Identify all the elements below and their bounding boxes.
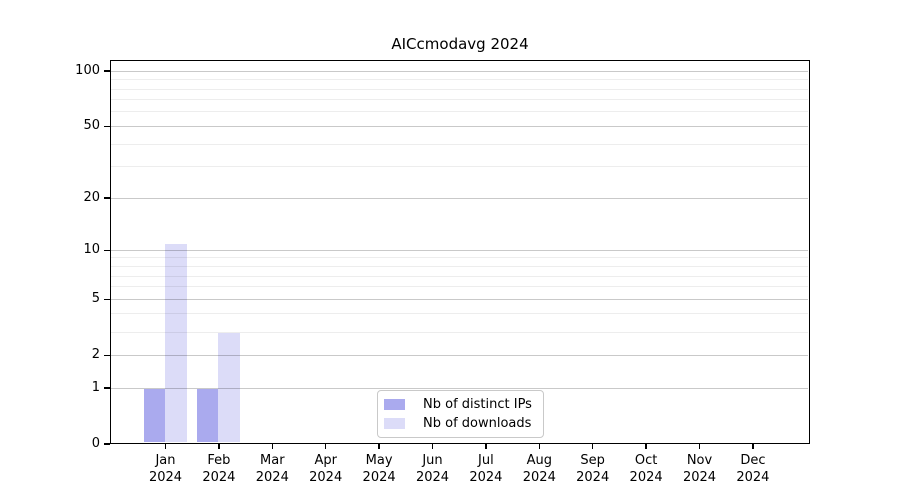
y-tick-label: 1 (91, 380, 100, 395)
legend-swatch (384, 418, 405, 429)
x-tick-month: Aug (526, 453, 552, 468)
y-tick (104, 197, 110, 199)
x-tick-label: Nov 2024 (668, 452, 732, 486)
legend-label: Nb of distinct IPs (423, 397, 532, 412)
legend: Nb of distinct IPs Nb of downloads (377, 390, 544, 438)
x-tick (538, 444, 541, 449)
x-tick-label: Oct 2024 (614, 452, 678, 486)
x-tick-label: Jan 2024 (134, 452, 198, 486)
x-tick-label: May 2024 (347, 452, 411, 486)
y-tick (104, 443, 110, 445)
x-tick-label: Jun 2024 (401, 452, 465, 486)
x-tick-month: Mar (260, 453, 285, 468)
bar-distinct-ips-jan (143, 389, 165, 442)
x-tick-year: 2024 (576, 470, 610, 485)
x-tick-month: Nov (686, 453, 713, 468)
x-tick-label: Aug 2024 (507, 452, 571, 486)
y-gridline (111, 298, 808, 300)
y-gridline-minor (111, 266, 808, 267)
y-tick (104, 249, 110, 252)
x-tick-month: May (365, 453, 393, 468)
legend-swatch (384, 399, 405, 410)
x-tick-year: 2024 (682, 470, 717, 485)
x-tick-month: Jan (155, 453, 176, 468)
y-gridline (111, 70, 808, 72)
bar-downloads-feb (218, 333, 240, 442)
x-tick-year: 2024 (522, 470, 556, 485)
x-tick-month: Sep (580, 453, 605, 468)
y-tick (104, 354, 110, 356)
x-tick (431, 444, 434, 449)
x-tick-year: 2024 (148, 470, 183, 485)
x-tick-year: 2024 (629, 470, 663, 485)
legend-label: Nb of downloads (423, 416, 532, 431)
y-gridline-minor (111, 111, 808, 113)
x-tick-year: 2024 (202, 470, 236, 485)
y-gridline (111, 197, 808, 199)
y-tick (104, 70, 110, 72)
y-gridline-minor (111, 286, 808, 288)
x-tick (752, 444, 754, 449)
y-gridline-minor (111, 79, 808, 81)
x-tick-month: Jul (478, 453, 494, 468)
x-tick-year: 2024 (415, 470, 450, 485)
x-tick (591, 444, 594, 449)
x-tick-month: Feb (207, 453, 231, 468)
bar-distinct-ips-feb (196, 389, 219, 442)
y-gridline (111, 354, 808, 356)
y-tick (104, 387, 110, 389)
x-tick-label: Dec 2024 (721, 452, 785, 486)
y-tick-label: 100 (75, 63, 100, 79)
x-tick-month: Oct (634, 453, 658, 468)
x-tick (698, 444, 701, 449)
x-tick-year: 2024 (255, 470, 289, 485)
y-tick-label: 50 (83, 118, 100, 134)
x-tick (164, 444, 167, 449)
x-tick-label: Sep 2024 (561, 452, 625, 486)
x-tick-year: 2024 (469, 470, 503, 485)
legend-item: Nb of downloads (384, 416, 537, 431)
chart-title: AICcmodavg 2024 (391, 35, 529, 53)
x-tick-year: 2024 (362, 470, 396, 485)
y-gridline (111, 387, 808, 389)
x-tick-year: 2024 (736, 470, 770, 485)
x-tick-label: Feb 2024 (187, 452, 251, 486)
x-tick (218, 444, 220, 449)
x-tick-label: Apr 2024 (294, 452, 358, 486)
x-tick (271, 444, 274, 449)
x-tick-year: 2024 (309, 470, 343, 485)
y-gridline (111, 249, 808, 251)
x-tick (485, 444, 487, 449)
x-tick-label: Mar 2024 (240, 452, 304, 486)
y-gridline (111, 125, 808, 127)
x-tick (378, 444, 380, 449)
y-gridline-minor (111, 313, 808, 315)
x-tick-month: Jun (422, 453, 443, 468)
y-tick (104, 298, 110, 300)
y-tick-label: 20 (83, 190, 100, 206)
y-gridline-minor (111, 331, 808, 333)
x-tick (645, 444, 647, 449)
bar-downloads-jan (165, 244, 187, 442)
y-tick-label: 2 (91, 347, 100, 363)
y-tick-label: 10 (83, 242, 100, 258)
x-tick-month: Dec (740, 453, 766, 468)
legend-item: Nb of distinct IPs (384, 397, 537, 412)
x-tick (324, 444, 327, 449)
y-gridline-minor (111, 257, 808, 259)
y-gridline-minor (111, 275, 808, 277)
y-gridline-minor (111, 88, 808, 90)
plot-area (110, 60, 810, 444)
y-gridline-minor (111, 99, 808, 101)
y-gridline-minor (111, 166, 808, 168)
y-tick-label: 0 (91, 436, 100, 451)
x-tick-label: Jul 2024 (454, 452, 518, 486)
y-tick-label: 5 (91, 291, 100, 307)
y-gridline-minor (111, 143, 808, 145)
x-tick-month: Apr (314, 453, 337, 468)
y-tick (104, 125, 110, 128)
